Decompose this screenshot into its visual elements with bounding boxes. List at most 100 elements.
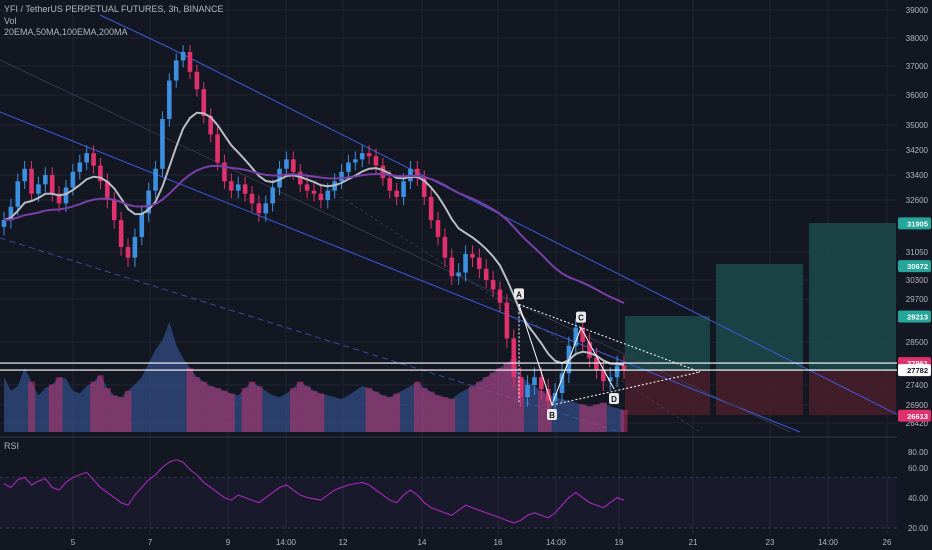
candle-body xyxy=(70,171,76,188)
volume-bar xyxy=(599,402,607,432)
candle-body xyxy=(470,253,475,258)
channel-line xyxy=(0,111,801,433)
channel-line xyxy=(169,47,932,433)
candle-body xyxy=(256,203,262,214)
candle-body xyxy=(125,246,131,258)
median-dotted xyxy=(299,169,701,433)
candle-body xyxy=(580,327,585,342)
candle-body xyxy=(415,168,420,179)
candle-body xyxy=(173,60,179,81)
volume-bar xyxy=(296,381,304,432)
volume-bar xyxy=(214,388,221,432)
candle-body xyxy=(559,373,565,393)
candle-body xyxy=(614,365,620,378)
candle-body xyxy=(456,272,461,277)
time-tick-label: 5 xyxy=(71,538,76,547)
candle-body xyxy=(153,168,158,191)
candle-body xyxy=(601,369,606,382)
volume-bar xyxy=(28,381,35,432)
volume-bar xyxy=(48,384,56,432)
candle-body xyxy=(504,302,510,339)
price-tick-label: 27400 xyxy=(906,381,929,390)
time-axis[interactable]: 5 7 9 14:00 12 14 16 14:00 19 21 23 14:00 26 xyxy=(71,538,892,547)
volume-bar xyxy=(227,393,235,432)
rsi-line xyxy=(3,458,625,524)
candle-body xyxy=(353,159,358,163)
rsi-band xyxy=(0,477,897,528)
volume-bar xyxy=(241,388,249,432)
zone-box xyxy=(809,371,896,415)
price-tick-label: 36000 xyxy=(906,91,929,100)
price-tick-label: 35000 xyxy=(906,121,929,130)
candle-body xyxy=(387,178,393,191)
candle-body xyxy=(435,220,441,237)
volume-bar xyxy=(386,397,394,432)
candle-body xyxy=(359,153,365,160)
price-tick-label: 33400 xyxy=(906,171,929,180)
volume-bar xyxy=(117,397,125,432)
volume-bar xyxy=(317,393,325,432)
volume-bar xyxy=(365,388,373,432)
rsi-legend[interactable]: RSI xyxy=(4,441,20,451)
volume-area xyxy=(4,322,628,432)
volume-bar xyxy=(448,399,456,432)
candle-body xyxy=(490,280,496,290)
triangle-upper xyxy=(518,303,701,373)
candle-body xyxy=(373,156,379,166)
price-tick-label: 34200 xyxy=(906,146,929,155)
candle-body xyxy=(201,89,207,116)
volume-bar xyxy=(55,377,63,432)
candle-body xyxy=(483,268,489,280)
candle-body xyxy=(222,162,227,182)
volume-bar xyxy=(248,381,256,432)
candle-body xyxy=(49,175,55,194)
symbol-title[interactable]: YFI / TetherUS PERPETUAL FUTURES, 3h, BI… xyxy=(4,4,224,14)
moving-averages xyxy=(3,111,625,366)
volume-bar xyxy=(393,393,401,432)
price-tick-label: 32600 xyxy=(906,196,929,205)
candle-body xyxy=(132,236,138,258)
candle-body xyxy=(63,187,69,204)
volume-bar xyxy=(413,381,421,432)
candle-body xyxy=(167,80,172,119)
point-c-badge xyxy=(576,311,586,323)
volume-bar xyxy=(372,391,380,432)
volume-bar xyxy=(303,386,311,432)
candle-body xyxy=(215,134,220,163)
price-tick-label: 29700 xyxy=(906,295,929,304)
ma-legend[interactable]: 20EMA,50MA,100EMA,200MA xyxy=(4,27,128,37)
zone-box xyxy=(716,371,803,415)
price-tick-label: 26420 xyxy=(906,419,929,428)
rsi-pane xyxy=(0,458,897,529)
volume-legend[interactable]: Vol xyxy=(4,16,17,26)
candle-body xyxy=(442,236,448,258)
time-tick-label: 7 xyxy=(148,538,153,547)
candle-body xyxy=(304,184,310,191)
candle-body xyxy=(8,206,14,221)
candle-body xyxy=(573,327,579,346)
price-tick-label: 26900 xyxy=(906,401,929,410)
candle-body xyxy=(587,342,592,358)
volume-bar xyxy=(289,388,297,432)
volume-bar xyxy=(193,377,201,432)
time-tick-label: 21 xyxy=(689,538,698,547)
rsi-tick-label: 80.00 xyxy=(908,448,929,457)
candle-body xyxy=(98,165,103,182)
volume-bar xyxy=(207,386,215,432)
candle-body xyxy=(463,253,468,273)
zone-box xyxy=(625,316,710,371)
candle-body xyxy=(180,52,186,61)
volume-bar xyxy=(475,381,483,432)
candle-body xyxy=(318,193,324,200)
candle-body xyxy=(511,338,517,378)
time-tick-label: 26 xyxy=(883,538,892,547)
candle-body xyxy=(539,377,544,389)
candle-body xyxy=(118,220,124,247)
price-axis[interactable]: 39000 38000 37000 36000 35000 34200 33400 32600… xyxy=(897,0,932,550)
volume-bar xyxy=(420,388,428,432)
candle-body xyxy=(77,162,83,172)
time-tick-label: 12 xyxy=(339,538,348,547)
volume-bar xyxy=(124,390,132,432)
candle-body xyxy=(36,184,41,194)
